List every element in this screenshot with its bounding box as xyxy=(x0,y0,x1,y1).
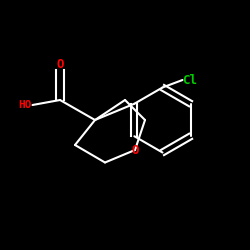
Text: O: O xyxy=(56,58,64,71)
Text: HO: HO xyxy=(18,100,32,110)
Text: O: O xyxy=(131,144,139,156)
Text: Cl: Cl xyxy=(182,74,198,86)
